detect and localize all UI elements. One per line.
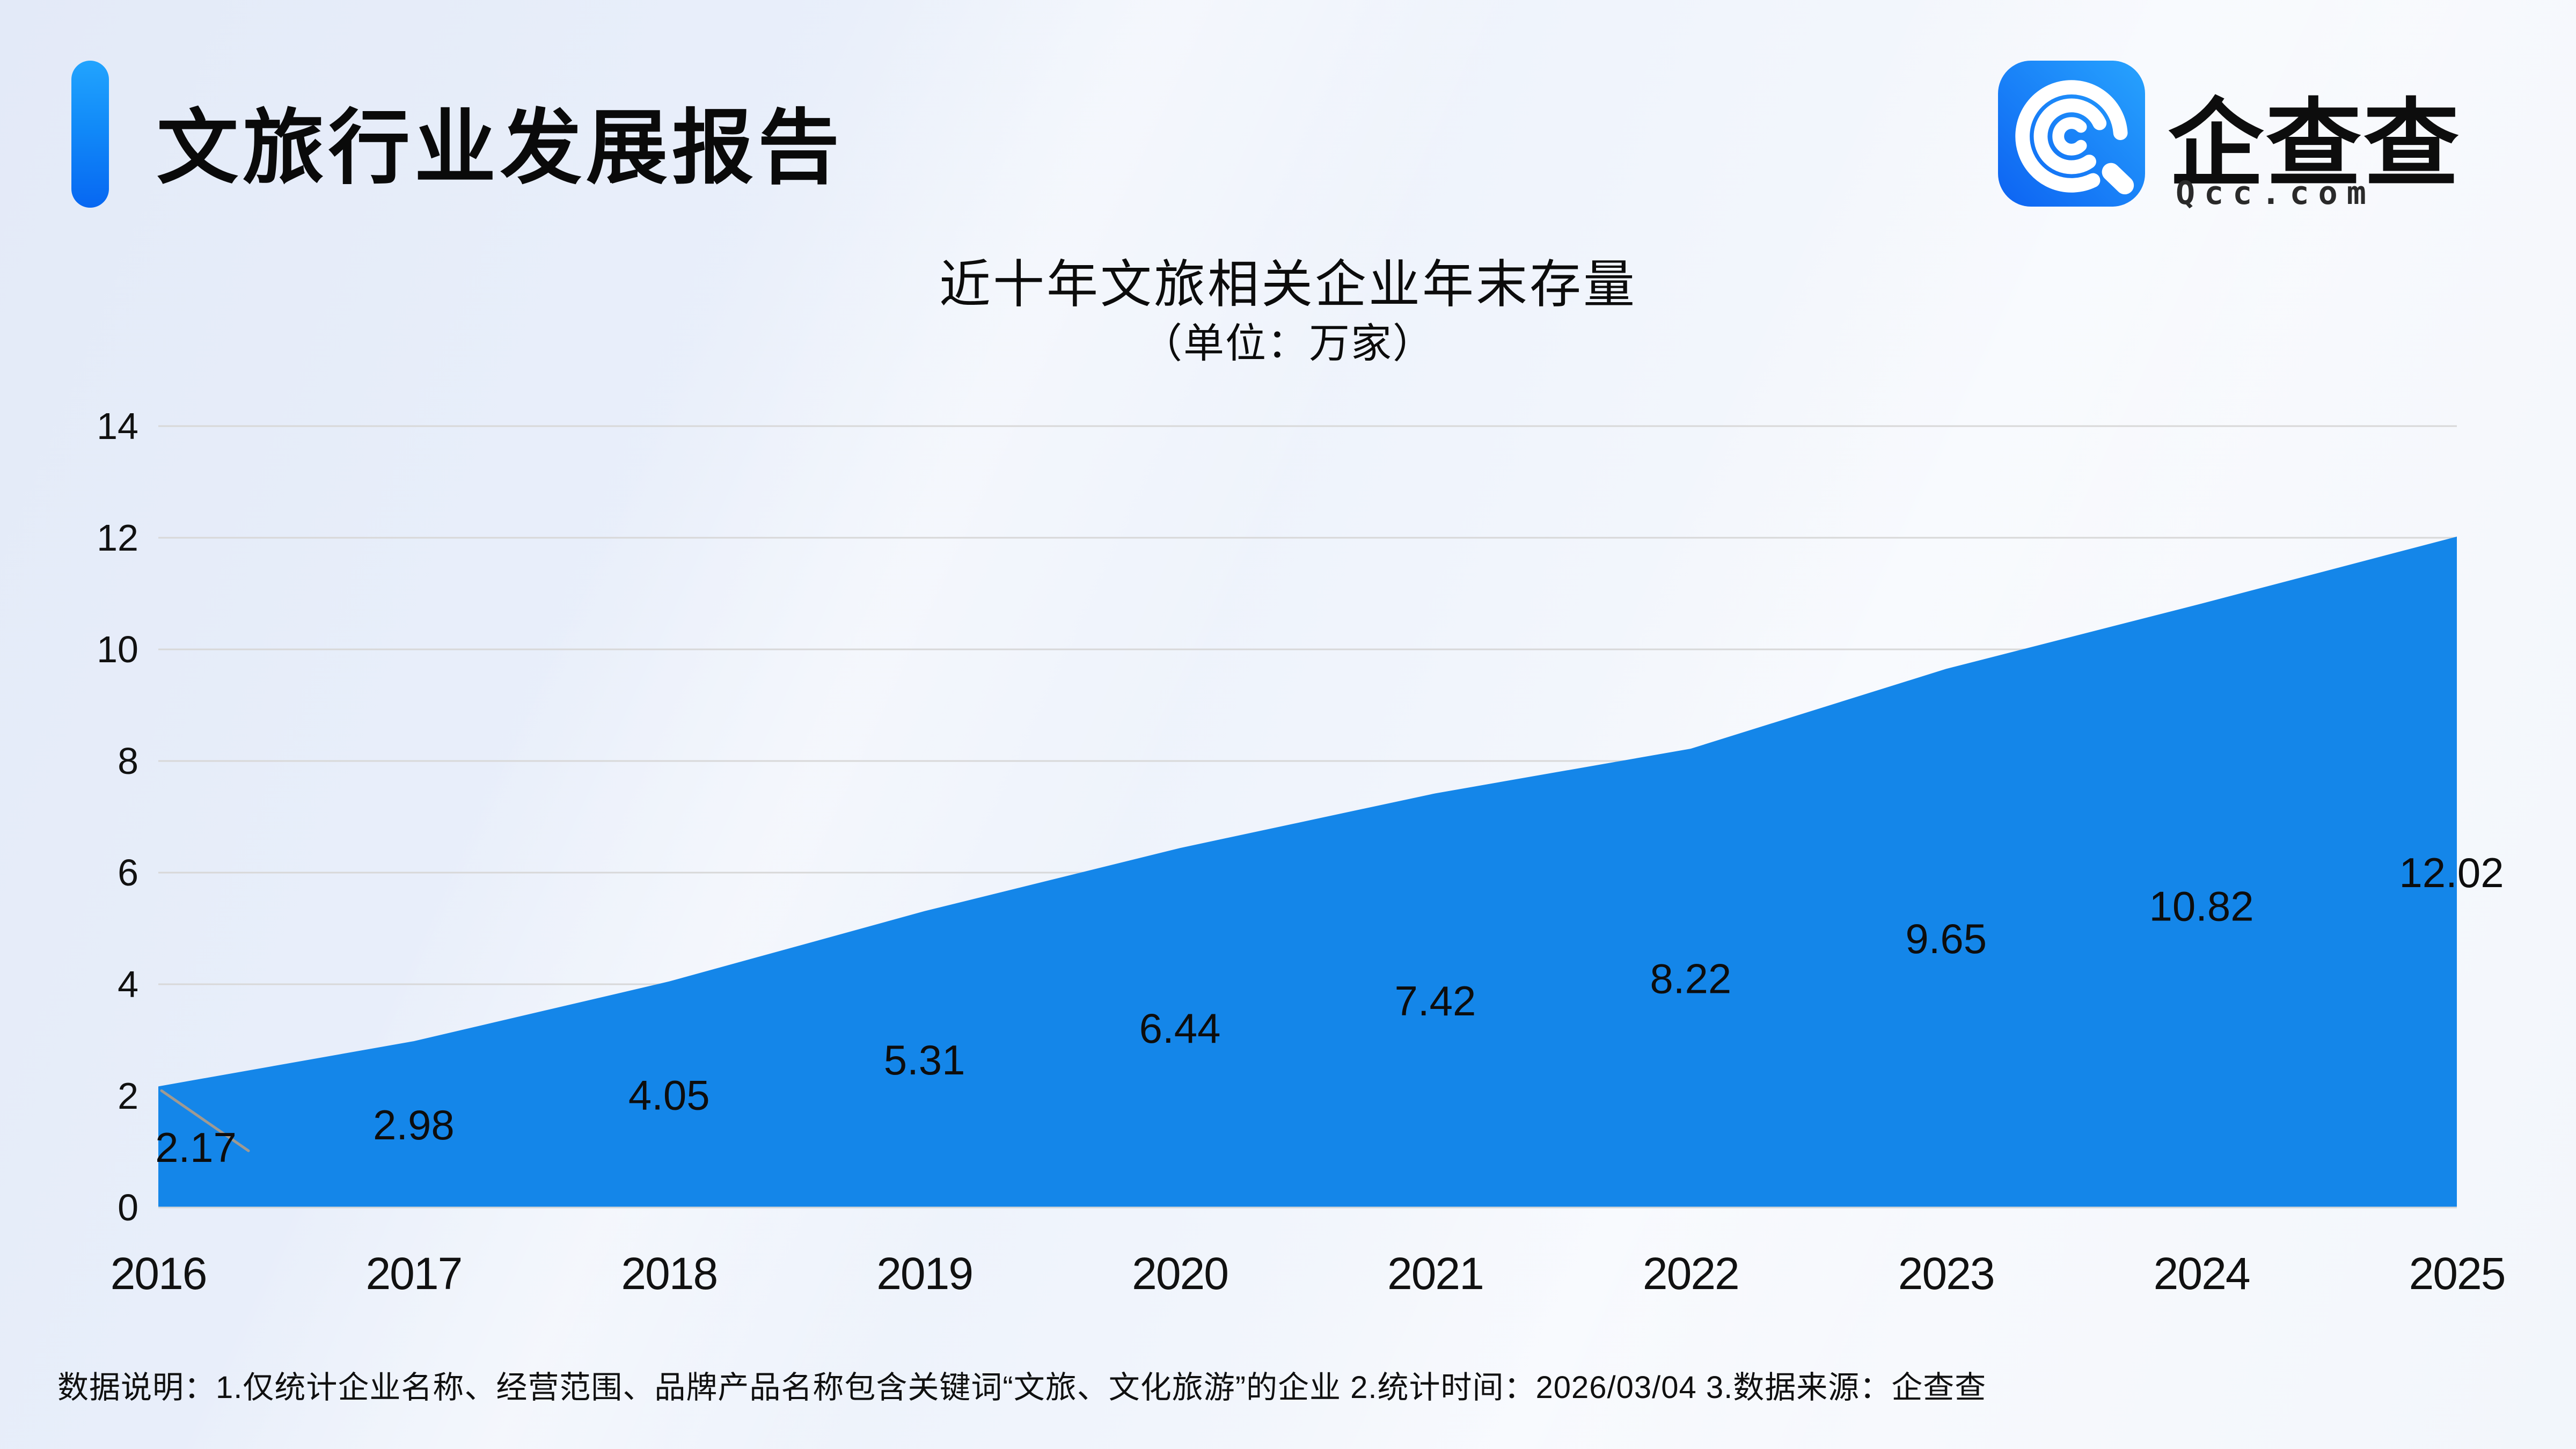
title-accent-bar xyxy=(71,61,109,208)
y-tick-label: 14 xyxy=(97,405,138,447)
y-tick-label: 0 xyxy=(118,1187,138,1228)
y-tick-label: 2 xyxy=(118,1075,138,1117)
x-axis-label: 2021 xyxy=(1387,1248,1483,1299)
data-label: 2.17 xyxy=(155,1124,237,1171)
data-label: 10.82 xyxy=(2149,882,2254,930)
qcc-brand-logo: 企查查 Qcc.com xyxy=(1997,61,2513,222)
footer-note: 数据说明：1.仅统计企业名称、经营范围、品牌产品名称包含关键词“文旅、文化旅游”… xyxy=(57,1370,1987,1405)
x-axis-label: 2025 xyxy=(2409,1248,2505,1299)
x-axis-label: 2022 xyxy=(1643,1248,1739,1299)
chart-unit-label: （单位：万家） xyxy=(1141,321,1435,367)
page-title: 文旅行业发展报告 xyxy=(157,103,844,194)
x-axis-label: 2017 xyxy=(365,1248,462,1299)
data-label: 2.98 xyxy=(373,1101,455,1148)
data-label: 4.05 xyxy=(628,1071,710,1118)
y-tick-label: 6 xyxy=(118,852,138,894)
chart-title: 近十年文旅相关企业年末存量 xyxy=(939,256,1637,313)
y-tick-label: 4 xyxy=(118,963,138,1005)
y-tick-label: 12 xyxy=(97,517,138,559)
brand-domain: Qcc.com xyxy=(2176,174,2375,212)
data-label: 6.44 xyxy=(1139,1005,1221,1052)
x-axis-label: 2023 xyxy=(1898,1248,1994,1299)
x-axis-label: 2016 xyxy=(111,1248,207,1299)
x-axis-label: 2018 xyxy=(621,1248,717,1299)
data-label: 5.31 xyxy=(884,1036,965,1084)
area-shape xyxy=(158,536,2457,1208)
qcc-logo-icon xyxy=(1998,61,2145,207)
data-label: 12.02 xyxy=(2399,849,2504,896)
data-label: 7.42 xyxy=(1395,977,1476,1024)
y-tick-label: 10 xyxy=(97,628,138,670)
label-leader-line xyxy=(160,1089,250,1152)
x-axis-label: 2020 xyxy=(1132,1248,1228,1299)
x-axis-label: 2024 xyxy=(2154,1248,2250,1299)
data-label: 8.22 xyxy=(1650,955,1731,1002)
x-axis-label: 2019 xyxy=(876,1248,972,1299)
brand-name: 企查查 xyxy=(2168,91,2461,197)
y-tick-label: 8 xyxy=(118,740,138,782)
data-label: 9.65 xyxy=(1905,915,1987,962)
